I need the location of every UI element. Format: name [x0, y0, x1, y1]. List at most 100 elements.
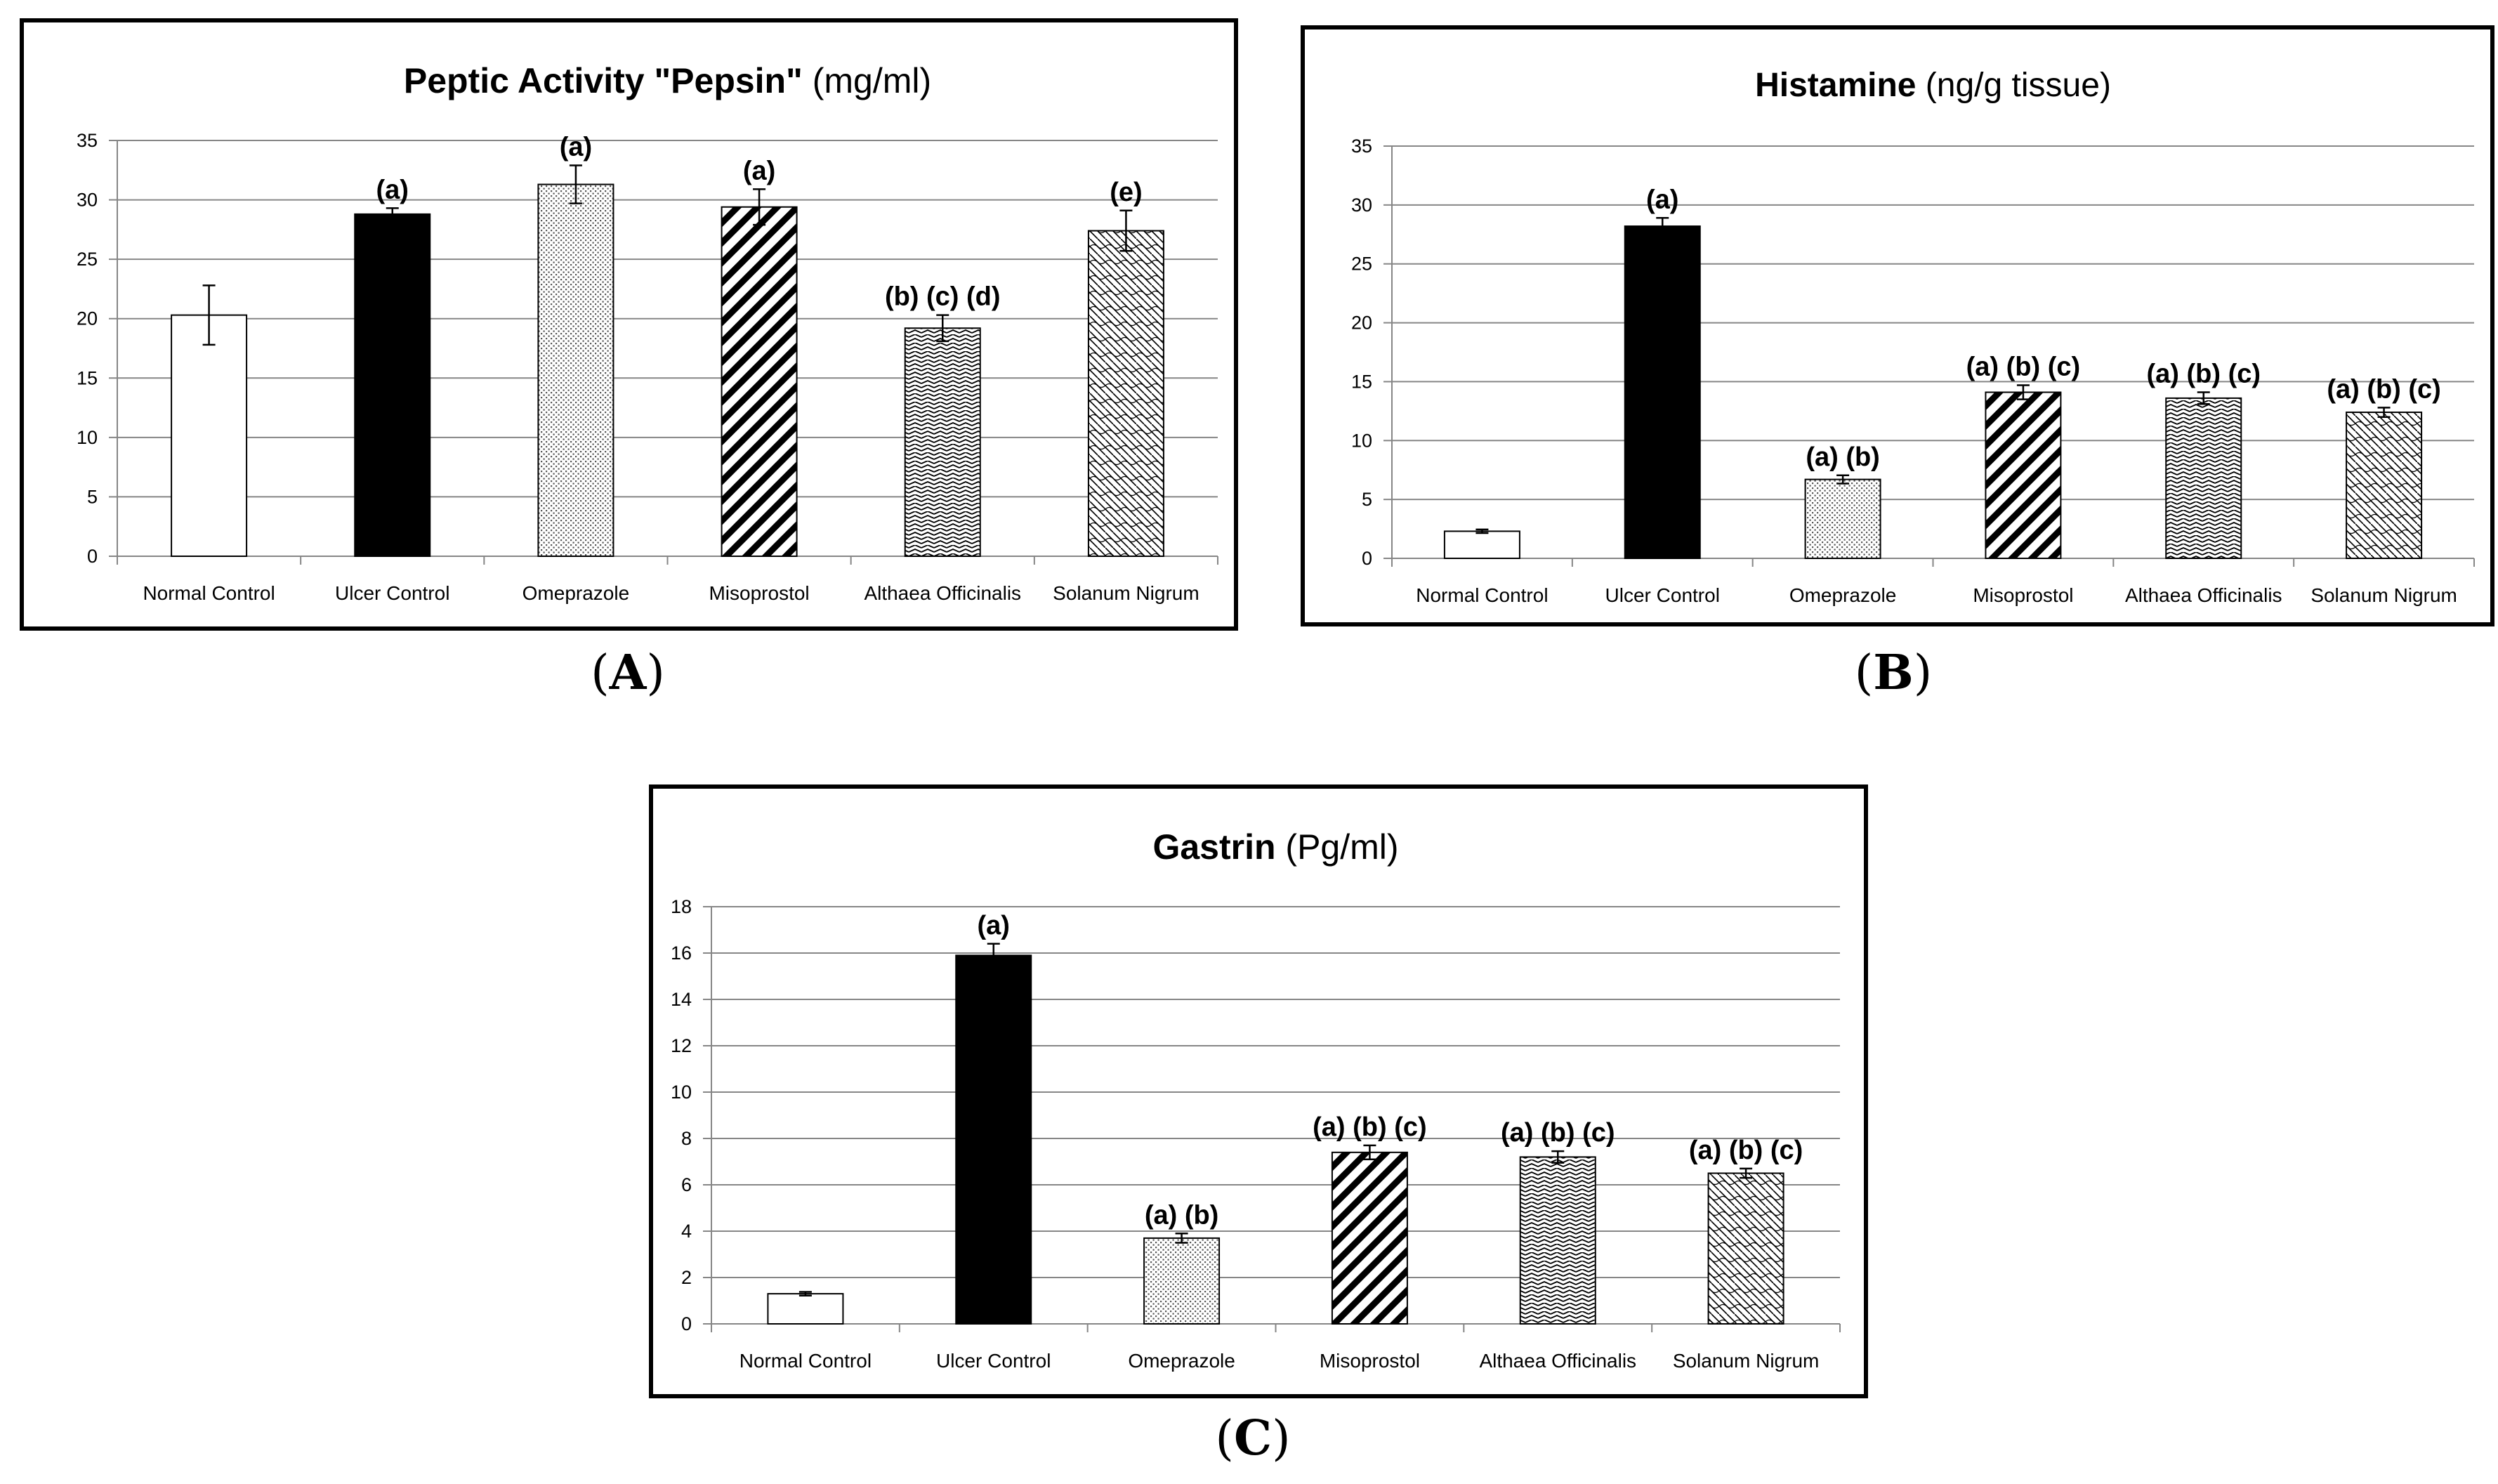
- chart-A-bar-4: [721, 206, 798, 557]
- chart-B-y-tick-label: 25: [1351, 254, 1372, 275]
- panel-label-a: (A): [591, 645, 665, 701]
- chart-C-significance-label-2: (a): [978, 911, 1010, 940]
- chart-C-category-label-1: Normal Control: [739, 1350, 872, 1372]
- chart-C-bar-3: [1143, 1237, 1221, 1325]
- chart-A-error-bar-5: [936, 314, 949, 343]
- chart-A-error-bar-1: [202, 284, 216, 346]
- panel-label-b: (B): [1854, 645, 1933, 701]
- chart-panel-b: Histamine (ng/g tissue) 0 5 10 15 20 25 30 35 Nor…: [1301, 25, 2494, 626]
- chart-C-significance-label-3: (a) (b): [1145, 1200, 1219, 1230]
- chart-B-bar-1: [1443, 530, 1520, 560]
- chart-A-category-label-4: Misoprostol: [709, 582, 809, 604]
- chart-A-bar-2: [354, 213, 431, 557]
- chart-C-category-label-5: Althaea Officinalis: [1479, 1350, 1636, 1372]
- chart-C-y-tick-label: 18: [671, 896, 692, 917]
- chart-B-category-label-4: Misoprostol: [1973, 584, 2073, 606]
- chart-C-error-bar-1: [798, 1291, 812, 1296]
- chart-A-bar-1: [171, 314, 248, 557]
- chart-C-error-bar-3: [1175, 1233, 1188, 1244]
- chart-A-y-tick-label: 15: [77, 367, 98, 388]
- chart-B-y-tick-label: 0: [1362, 548, 1372, 569]
- chart-C-significance-label-5: (a) (b) (c): [1501, 1118, 1615, 1148]
- chart-A-error-bar-4: [753, 188, 766, 226]
- chart-A-bar-3: [537, 183, 614, 557]
- chart-C-y-tick-label: 12: [671, 1035, 692, 1056]
- chart-C-error-bar-4: [1363, 1144, 1376, 1160]
- chart-B-error-bar-6: [2377, 407, 2391, 418]
- chart-B-bar-4: [1985, 391, 2062, 559]
- chart-B-bar-5: [2165, 397, 2242, 559]
- chart-b-svg: Histamine (ng/g tissue) 0 5 10 15 20 25 30 35 Nor…: [1351, 67, 2475, 606]
- chart-A-y-tick-label: 0: [87, 546, 98, 567]
- chart-A-y-tick-label: 10: [77, 427, 98, 448]
- chart-B-bar-6: [2346, 412, 2423, 560]
- chart-C-y-tick-label: 6: [681, 1174, 692, 1195]
- chart-A-category-label-5: Althaea Officinalis: [864, 582, 1021, 604]
- chart-C-bar-1: [767, 1293, 844, 1325]
- chart-C-error-bar-6: [1740, 1167, 1753, 1179]
- chart-A-bar-6: [1087, 230, 1164, 557]
- chart-A-significance-label-5: (b) (c) (d): [885, 282, 1001, 312]
- chart-A-y-tick-label: 25: [77, 249, 98, 270]
- chart-C-y-tick-label: 2: [681, 1267, 692, 1288]
- chart-B-error-bar-5: [2197, 391, 2210, 405]
- chart-C-category-label-2: Ulcer Control: [936, 1350, 1051, 1372]
- chart-c-svg: Gastrin (Pg/ml) 0 2 4 6 8 10 12 14 16 18 Normal Con…: [671, 827, 1841, 1372]
- chart-C-bar-6: [1707, 1172, 1784, 1325]
- chart-B-category-label-3: Omeprazole: [1789, 584, 1897, 606]
- chart-panel-a: Peptic Activity "Pepsin" (mg/ml) 0 5 10 15 20…: [20, 18, 1238, 631]
- chart-B-error-bar-2: [1656, 217, 1669, 236]
- chart-A-error-bar-3: [569, 164, 582, 204]
- chart-A-y-tick-label: 5: [87, 486, 98, 507]
- chart-a-svg: Peptic Activity "Pepsin" (mg/ml) 0 5 10 15 20…: [77, 61, 1218, 604]
- chart-A-y-tick-label: 30: [77, 190, 98, 211]
- chart-B-category-label-6: Solanum Nigrum: [2310, 584, 2457, 606]
- chart-A-bar-5: [904, 327, 981, 557]
- chart-C-y-tick-label: 10: [671, 1082, 692, 1103]
- chart-A-y-tick-label: 35: [77, 130, 98, 151]
- chart-A-significance-label-2: (a): [376, 175, 409, 204]
- chart-C-error-bar-5: [1551, 1150, 1565, 1164]
- chart-B-error-bar-4: [2016, 384, 2030, 400]
- chart-A-title: Peptic Activity "Pepsin" (mg/ml): [404, 61, 931, 100]
- chart-A-category-label-1: Normal Control: [143, 582, 275, 604]
- chart-B-category-label-1: Normal Control: [1416, 584, 1548, 606]
- chart-C-y-tick-label: 8: [681, 1128, 692, 1149]
- chart-C-bar-4: [1331, 1151, 1408, 1325]
- chart-A-category-label-3: Omeprazole: [522, 582, 630, 604]
- chart-B-y-tick-label: 30: [1351, 195, 1372, 216]
- chart-C-significance-label-6: (a) (b) (c): [1689, 1136, 1803, 1165]
- chart-C-bar-2: [955, 954, 1032, 1325]
- chart-B-error-bar-1: [1475, 528, 1489, 534]
- chart-B-significance-label-2: (a): [1646, 185, 1678, 214]
- chart-B-category-label-5: Althaea Officinalis: [2125, 584, 2282, 606]
- chart-A-error-bar-2: [386, 207, 399, 221]
- chart-C-y-tick-label: 14: [671, 989, 692, 1010]
- chart-A-significance-label-3: (a): [560, 133, 592, 162]
- chart-A-error-bar-6: [1119, 209, 1133, 252]
- chart-C-significance-label-4: (a) (b) (c): [1313, 1112, 1427, 1142]
- chart-B-category-label-2: Ulcer Control: [1605, 584, 1720, 606]
- chart-A-category-label-2: Ulcer Control: [335, 582, 449, 604]
- chart-B-error-bar-3: [1836, 474, 1850, 485]
- chart-A-category-label-6: Solanum Nigrum: [1053, 582, 1199, 604]
- chart-C-y-tick-label: 0: [681, 1313, 692, 1334]
- chart-B-y-tick-label: 10: [1351, 430, 1372, 451]
- chart-B-y-tick-label: 20: [1351, 313, 1372, 334]
- chart-B-significance-label-6: (a) (b) (c): [2327, 374, 2441, 404]
- chart-B-significance-label-4: (a) (b) (c): [1966, 352, 2081, 381]
- chart-B-significance-label-5: (a) (b) (c): [2146, 360, 2261, 389]
- chart-B-bar-2: [1624, 225, 1701, 559]
- chart-C-y-tick-label: 16: [671, 943, 692, 964]
- chart-A-significance-label-6: (e): [1110, 178, 1142, 207]
- chart-B-significance-label-3: (a) (b): [1806, 442, 1880, 472]
- chart-B-y-tick-label: 5: [1362, 489, 1372, 510]
- chart-C-y-tick-label: 4: [681, 1221, 692, 1242]
- chart-C-error-bar-2: [987, 943, 1000, 968]
- panel-label-c: (C): [1215, 1410, 1291, 1466]
- chart-panel-c: Gastrin (Pg/ml) 0 2 4 6 8 10 12 14 16 18 Normal Con…: [649, 784, 1868, 1398]
- chart-B-y-tick-label: 15: [1351, 371, 1372, 392]
- chart-B-title: Histamine (ng/g tissue): [1755, 67, 2111, 104]
- chart-C-category-label-4: Misoprostol: [1320, 1350, 1420, 1372]
- chart-C-title: Gastrin (Pg/ml): [1152, 827, 1398, 867]
